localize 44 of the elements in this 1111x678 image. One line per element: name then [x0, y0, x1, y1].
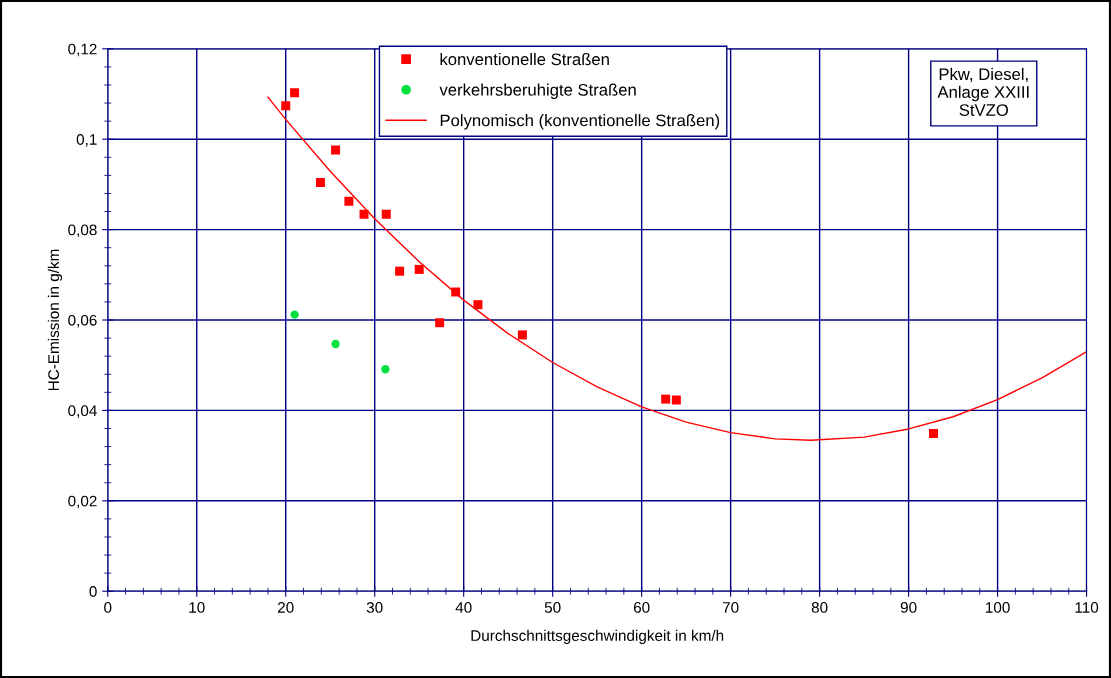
- x-tick-label: 10: [189, 602, 205, 613]
- point: [395, 266, 405, 276]
- x-tick-label: 40: [455, 602, 472, 613]
- x-axis-title: Durchschnittsgeschwindigkeit in km/h: [471, 629, 724, 645]
- annotation: Pkw, Diesel, Anlage XXIII StVZO: [937, 67, 1029, 116]
- point: [315, 178, 325, 188]
- x-tick-label: 80: [811, 602, 828, 613]
- x-tick-label: 0: [104, 602, 112, 613]
- legend-label: Polynomisch (konventionelle Straßen): [440, 114, 720, 130]
- legend-label: verkehrsberuhigte Straßen: [439, 83, 636, 100]
- x-tick-label: 30: [366, 602, 383, 613]
- x-tick-label: 110: [1075, 602, 1099, 613]
- x-tick-label: 90: [900, 602, 917, 613]
- point: [281, 101, 291, 111]
- point: [671, 395, 681, 405]
- x-tick-label: 60: [633, 602, 650, 613]
- y-tick-label: 0: [89, 586, 97, 597]
- y-tick-label: 0,04: [68, 405, 97, 418]
- y-axis-title: HC-Emission in g/km: [47, 249, 63, 391]
- x-tick-label: 70: [722, 602, 739, 613]
- y-tick-label: 0,02: [68, 495, 97, 509]
- point: [331, 145, 341, 155]
- point: [381, 365, 390, 374]
- point: [435, 318, 445, 328]
- x-tick-label: 100: [986, 602, 1010, 613]
- point: [290, 310, 299, 319]
- legend-label: konventionelle Straßen: [440, 52, 609, 66]
- point: [929, 428, 939, 438]
- point: [517, 330, 527, 340]
- point: [344, 196, 354, 206]
- point: [451, 287, 461, 297]
- x-tick-label: 20: [278, 602, 294, 613]
- y-tick-label: 0,1: [76, 134, 97, 147]
- x-tick-label: 50: [544, 602, 561, 613]
- point: [473, 300, 483, 310]
- point: [381, 209, 391, 219]
- point: [661, 394, 671, 404]
- point: [290, 88, 300, 98]
- y-tick-label: 0,12: [68, 43, 97, 57]
- point: [331, 339, 340, 349]
- point: [414, 264, 424, 274]
- y-tick-label: 0,08: [68, 224, 97, 238]
- y-tick-label: 0,06: [68, 314, 97, 328]
- point: [359, 209, 369, 219]
